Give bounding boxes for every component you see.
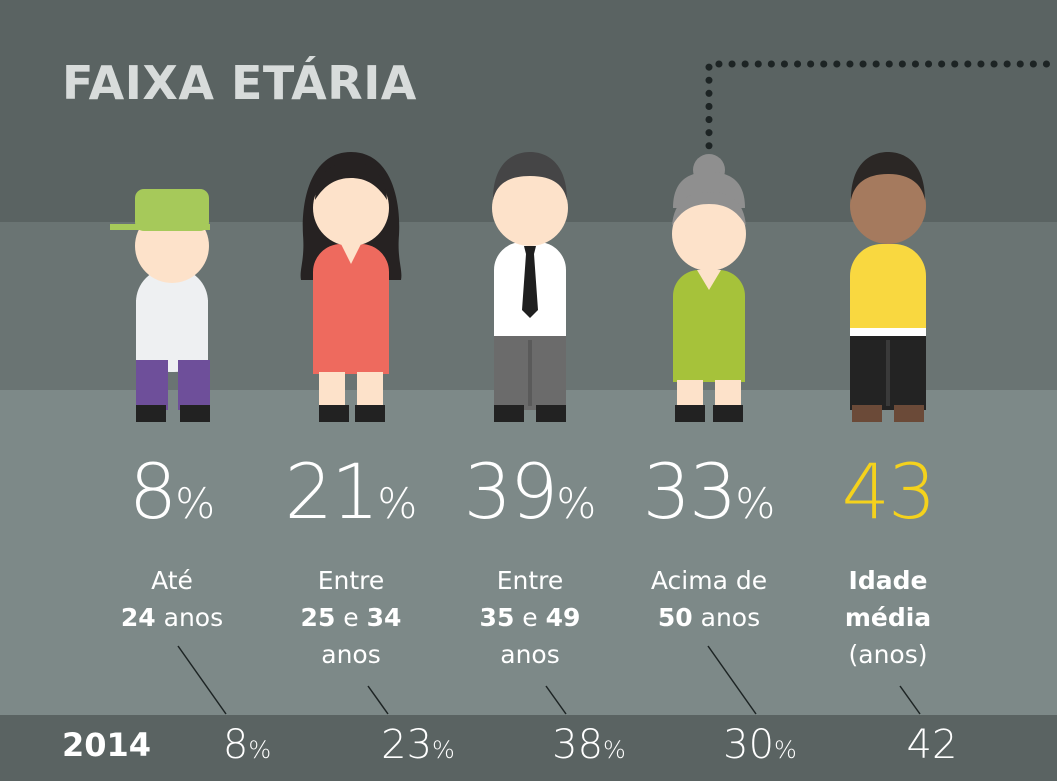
group-4-value: 33%	[642, 447, 776, 536]
man-with-tie-icon	[492, 152, 568, 422]
group-1-value: 8%	[128, 447, 216, 536]
group-3-2014-value: 38%	[552, 722, 626, 768]
average-age-value: 43	[841, 447, 937, 536]
group-1-label: Até 24 anos	[120, 566, 224, 632]
group-2-2014-value: 23%	[381, 722, 455, 768]
page-title: FAIXA ETÁRIA	[62, 56, 417, 110]
group-2-value: 21%	[284, 447, 418, 536]
group-1-2014-value: 8%	[222, 722, 272, 768]
older-woman-with-bun-icon	[672, 154, 746, 422]
boy-with-cap-icon	[110, 189, 210, 422]
woman-long-hair-icon	[300, 152, 402, 422]
group-2-label: Entre 25 e 34 anos	[300, 566, 402, 669]
group-3-value: 39%	[463, 447, 597, 536]
group-4-2014-value: 30%	[723, 722, 797, 768]
group-3-label: Entre 35 e 49 anos	[479, 566, 581, 669]
average-person-icon	[850, 152, 926, 422]
lower-band	[0, 390, 1057, 715]
footer-band	[0, 715, 1057, 781]
average-age-2014-value: 42	[906, 722, 958, 768]
comparison-year-label: 2014	[62, 726, 152, 764]
average-age-label: Idade média (anos)	[844, 566, 932, 669]
group-4-label: Acima de 50 anos	[650, 566, 768, 632]
